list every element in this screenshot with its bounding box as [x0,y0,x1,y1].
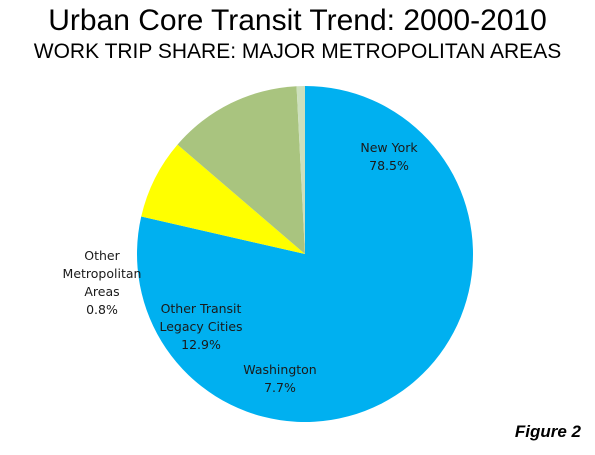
pie-slice-other-metropolitan [296,85,305,254]
pie-label-line: Other [84,248,120,263]
chart-title: Urban Core Transit Trend: 2000-2010 [48,4,547,37]
pie-label-line: Other Transit [161,301,242,316]
pie-label-line: New York [360,140,418,155]
pie-label-new-york: New York 78.5% [360,140,418,173]
pie-label-other-metropolitan: Other Metropolitan Areas 0.8% [63,248,142,317]
pie-slice-other-transit-legacy [177,86,305,255]
pie-label-line: Washington [243,362,316,377]
pie-label-line: 12.9% [181,337,221,352]
pie-label-line: Metropolitan [63,266,142,281]
pie-label-line: 78.5% [369,158,409,173]
figure-label: Figure 2 [514,422,581,441]
pie-label-line: 0.8% [86,302,118,317]
chart-subtitle: WORK TRIP SHARE: MAJOR METROPOLITAN AREA… [33,40,562,63]
pie-labels: New York 78.5% Washington 7.7% Other Transit… [63,140,419,395]
pie-label-line: 7.7% [264,380,296,395]
pie-label-other-transit-legacy: Other Transit Legacy Cities 12.9% [159,301,242,352]
pie-label-line: Legacy Cities [159,319,242,334]
pie-slice-washington [141,144,305,254]
pie-label-line: Areas [84,284,119,299]
pie-slices [137,85,474,422]
pie-slice-new-york [137,85,474,422]
pie-label-washington: Washington 7.7% [243,362,316,395]
